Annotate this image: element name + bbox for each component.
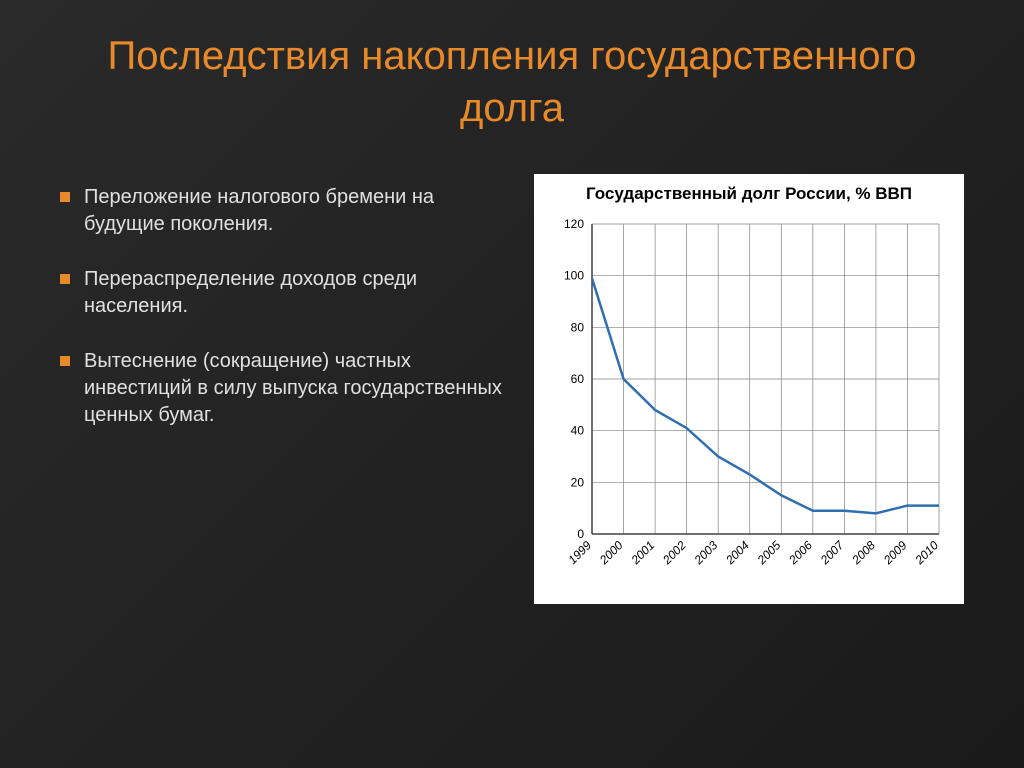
bullet-text: Вытеснение (сокращение) частных инвестиц… — [84, 348, 504, 429]
line-chart: 0204060801001201999200020012002200320042… — [544, 214, 954, 594]
x-tick-label: 2007 — [817, 537, 847, 567]
bullet-item: Переложение налогового бремени на будущи… — [60, 184, 504, 238]
bullet-marker-icon — [60, 356, 70, 366]
x-tick-label: 1999 — [565, 538, 594, 567]
x-tick-label: 2009 — [880, 538, 910, 568]
slide: Последствия накопления государственного … — [0, 0, 1024, 768]
bullet-item: Перераспределение доходов среди населени… — [60, 266, 504, 320]
x-tick-label: 2004 — [722, 538, 752, 568]
bullet-list: Переложение налогового бремени на будущи… — [60, 174, 504, 604]
y-tick-label: 20 — [571, 475, 585, 489]
slide-title: Последствия накопления государственного … — [60, 30, 964, 134]
y-tick-label: 80 — [571, 320, 585, 334]
x-tick-label: 2008 — [849, 538, 879, 568]
content-area: Переложение налогового бремени на будущи… — [60, 174, 964, 604]
x-tick-label: 2006 — [785, 538, 815, 568]
y-tick-label: 120 — [564, 217, 584, 231]
bullet-text: Переложение налогового бремени на будущи… — [84, 184, 504, 238]
x-tick-label: 2002 — [659, 538, 689, 568]
x-tick-label: 2000 — [596, 538, 626, 568]
x-tick-label: 2005 — [754, 538, 784, 568]
chart-title: Государственный долг России, % ВВП — [544, 184, 954, 204]
bullet-item: Вытеснение (сокращение) частных инвестиц… — [60, 348, 504, 429]
bullet-marker-icon — [60, 192, 70, 202]
y-tick-label: 100 — [564, 269, 584, 283]
bullet-marker-icon — [60, 274, 70, 284]
chart-container: Государственный долг России, % ВВП 02040… — [534, 174, 964, 604]
x-tick-label: 2001 — [628, 538, 657, 567]
y-tick-label: 60 — [571, 372, 585, 386]
x-tick-label: 2010 — [912, 538, 942, 568]
y-tick-label: 40 — [571, 424, 585, 438]
x-tick-label: 2003 — [691, 538, 721, 568]
bullet-text: Перераспределение доходов среди населени… — [84, 266, 504, 320]
